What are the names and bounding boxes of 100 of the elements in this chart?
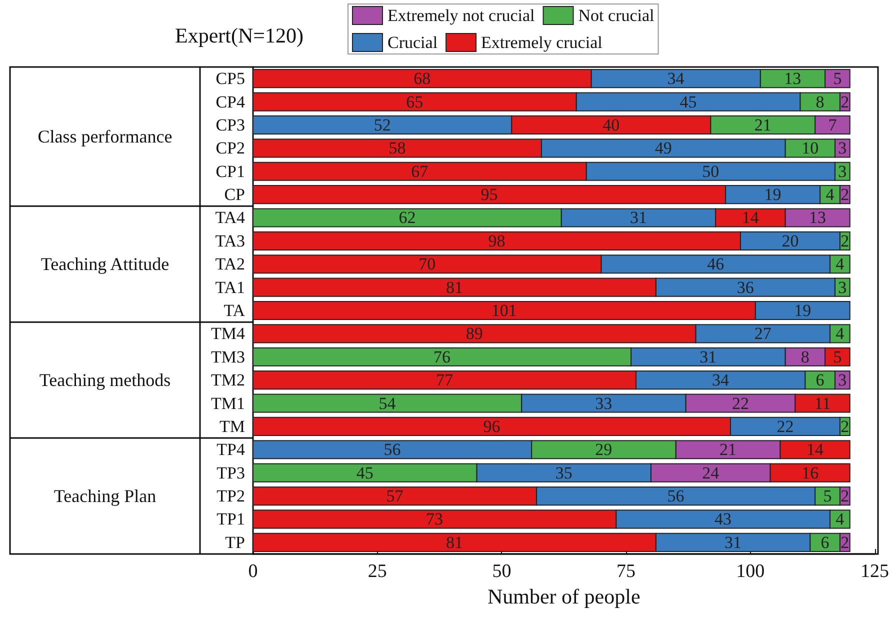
data-label: 4	[836, 510, 845, 529]
data-label: 40	[602, 115, 620, 134]
data-label: 34	[712, 370, 730, 390]
data-label: 70	[418, 254, 436, 274]
data-label: 45	[680, 92, 697, 112]
data-label: 98	[488, 231, 506, 250]
data-label: 2	[840, 416, 850, 436]
y-tick-label: TP2	[216, 486, 245, 506]
x-tick-label: 25	[368, 561, 387, 582]
y-tick-label: CP1	[216, 162, 245, 181]
y-tick-label: TM	[220, 416, 245, 436]
data-label: 10	[802, 138, 819, 158]
data-label: 20	[782, 231, 799, 250]
data-label: 2	[840, 532, 850, 552]
data-label: 49	[654, 138, 672, 158]
legend-label: Not crucial	[578, 6, 655, 25]
y-tick-label: CP4	[216, 92, 246, 112]
text: Teaching Plan	[54, 486, 156, 506]
x-tick-label: 100	[736, 561, 765, 582]
data-label: 62	[398, 208, 416, 228]
data-label: 4	[836, 254, 845, 274]
legend-label: Crucial	[388, 33, 438, 52]
data-label: 4	[826, 185, 835, 204]
data-label: 14	[742, 208, 760, 228]
y-tick-label: CP2	[216, 138, 245, 158]
data-label: 22	[776, 416, 794, 436]
text: Teaching Attitude	[40, 254, 170, 274]
y-tick-label: TM1	[211, 394, 245, 413]
y-tick-label: TP1	[216, 510, 245, 529]
data-label: 27	[754, 324, 772, 344]
data-label: 6	[820, 532, 830, 552]
data-label: 29	[595, 440, 612, 460]
data-label: 31	[630, 208, 647, 228]
data-label: 3	[838, 278, 847, 297]
y-tick-label: CP	[224, 185, 245, 204]
data-label: 81	[446, 532, 463, 552]
data-label: 8	[800, 347, 810, 366]
y-tick-label: CP5	[216, 69, 245, 88]
data-label: 21	[720, 440, 737, 460]
y-tick-label: TP3	[216, 463, 245, 482]
data-label: 76	[434, 347, 451, 366]
x-tick-label: 75	[616, 561, 636, 582]
data-label: 31	[724, 532, 742, 552]
data-label: 46	[707, 254, 724, 274]
data-label: 43	[714, 510, 732, 529]
data-label: 21	[754, 115, 772, 134]
data-label: 56	[384, 440, 401, 460]
y-tick-label: TM3	[211, 347, 245, 366]
data-label: 73	[426, 510, 444, 529]
data-label: 31	[700, 347, 717, 366]
data-label: 54	[378, 394, 396, 413]
y-tick-label: TA2	[215, 254, 245, 274]
data-label: 7	[828, 115, 838, 134]
data-label: 95	[480, 185, 498, 204]
data-label: 13	[784, 69, 802, 88]
data-label: 5	[833, 347, 842, 366]
data-label: 81	[446, 278, 463, 297]
legend-label: Extremely not crucial	[388, 6, 536, 25]
data-label: 68	[414, 69, 431, 88]
data-label: 3	[838, 138, 847, 158]
x-tick-label: 50	[492, 561, 512, 582]
data-label: 52	[374, 115, 391, 134]
data-label: 8	[816, 92, 824, 112]
data-label: 50	[702, 162, 720, 181]
data-label: 11	[814, 394, 831, 413]
text: Class performance	[38, 126, 172, 147]
data-label: 3	[838, 162, 847, 181]
data-label: 77	[436, 370, 454, 390]
data-label: 13	[809, 208, 826, 228]
data-label: 57	[386, 486, 404, 506]
legend-label: Extremely crucial	[481, 33, 603, 52]
data-label: 33	[595, 394, 612, 413]
data-label: 36	[736, 278, 754, 297]
y-tick-label: CP3	[216, 115, 245, 134]
data-label: 34	[667, 69, 685, 88]
y-tick-label: TP4	[216, 440, 246, 460]
y-tick-label: TA3	[215, 231, 245, 250]
data-label: 45	[356, 463, 374, 482]
y-tick-label: TA1	[215, 278, 245, 297]
data-label: 89	[466, 324, 483, 344]
x-axis-title: Number of people	[487, 584, 640, 608]
data-label: 22	[732, 394, 749, 413]
data-label: 5	[833, 69, 842, 88]
data-label: 19	[794, 301, 812, 320]
data-label: 2	[840, 231, 850, 250]
chart-title: Expert(N=120)	[175, 24, 304, 48]
y-tick-label: TP	[225, 532, 245, 552]
y-tick-label: TA	[224, 301, 246, 320]
data-label: 16	[802, 463, 819, 482]
data-label: 14	[806, 440, 824, 460]
data-label: 2	[840, 185, 850, 204]
data-label: 101	[491, 301, 517, 320]
data-label: 67	[411, 162, 429, 181]
y-tick-label: TA4	[215, 208, 246, 228]
data-label: 24	[702, 463, 720, 482]
data-label: 65	[406, 92, 424, 112]
data-label: 19	[764, 185, 782, 204]
data-label: 5	[823, 486, 832, 506]
x-tick-label: 125	[860, 561, 889, 582]
data-label: 35	[555, 463, 572, 482]
